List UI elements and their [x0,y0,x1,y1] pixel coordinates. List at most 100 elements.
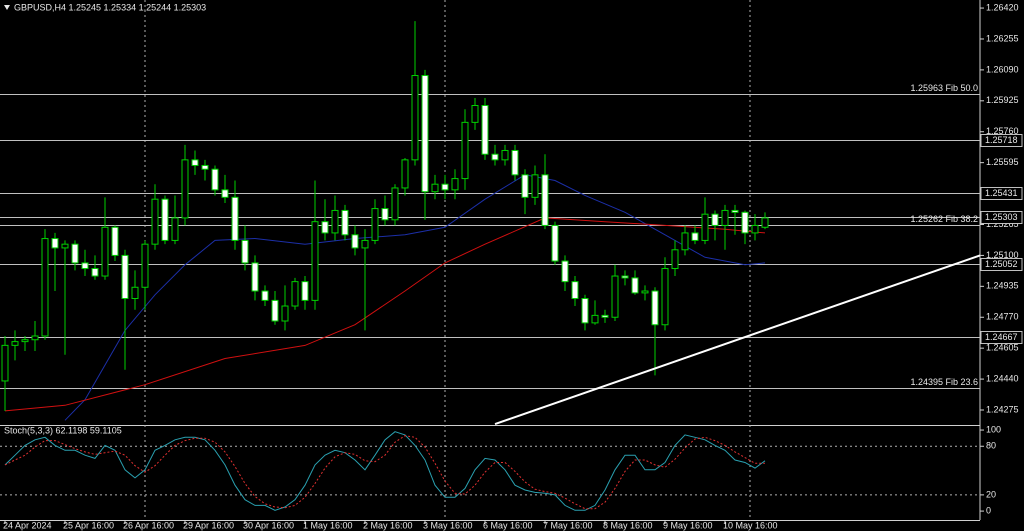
candle-body [141,243,149,288]
candle-body [671,249,679,270]
moving-average [64,174,766,421]
x-tick-label: 10 May 16:00 [723,520,778,530]
candle-body [561,260,569,283]
candle-body [341,209,349,236]
candle-body [641,290,649,294]
candle-body [491,153,499,161]
candle-body [271,299,279,322]
level-price-box [980,134,1023,147]
x-tick-label: 1 May 16:00 [303,520,353,530]
candle-body [151,198,159,245]
candle-body [41,238,49,337]
moving-average [4,217,766,412]
x-tick-label: 30 Apr 16:00 [243,520,294,530]
y-tick-label: 1.24275 [986,404,1019,414]
x-tick-label: 6 May 16:00 [483,520,533,530]
x-tick-label: 9 May 16:00 [663,520,713,530]
candle-body [261,290,269,301]
candle-body [111,226,119,256]
candle-body [511,149,519,176]
candle-body [31,335,39,341]
candle-body [291,281,299,307]
candle-body [181,159,189,219]
candle-body [551,224,559,262]
candle-body [691,232,699,241]
candle-body [201,164,209,170]
candle-body [401,159,409,189]
candle-body [541,174,549,226]
level-price-label: 1.25431 [985,188,1018,198]
candle-body [61,243,69,249]
candle-body [71,243,79,264]
level-price-box [980,331,1023,344]
candle-body [371,208,379,241]
candle-body [231,196,239,241]
candle-body [631,277,639,294]
candle-body [161,198,169,241]
level-label: 1.25963 Fib 50.0 [910,83,978,93]
menu-triangle[interactable] [4,5,10,10]
y-tick-label: 1.26090 [986,64,1019,74]
candle-body [681,232,689,251]
candle-body [531,174,539,198]
candle-body [381,208,389,221]
y-tick-label: 1.24605 [986,343,1019,353]
level-price-label: 1.25052 [985,259,1018,269]
candle-body [351,234,359,249]
x-tick-label: 3 May 16:00 [423,520,473,530]
x-tick-label: 29 Apr 16:00 [183,520,234,530]
candle-body [391,187,399,221]
x-tick-label: 7 May 16:00 [543,520,593,530]
candle-body [411,75,419,161]
candle-body [471,105,479,123]
candle-body [251,262,259,292]
candle-body [731,209,739,213]
candle-body [611,275,619,318]
stoch-y-tick-label: 20 [986,489,996,499]
x-tick-label: 25 Apr 16:00 [63,520,114,530]
candle-body [581,298,589,324]
level-price-box [980,211,1023,224]
candle-body [481,105,489,155]
candle-body [591,314,599,324]
candle-body [21,339,29,343]
candle-body [361,239,369,249]
y-tick-label: 1.24440 [986,373,1019,383]
candle-body [521,174,529,198]
candle-body [761,217,769,228]
candle-body [451,178,459,191]
candle-body [711,213,719,226]
x-tick-label: 24 Apr 2024 [3,520,52,530]
candle-body [431,183,439,193]
x-tick-label: 2 May 16:00 [363,520,413,530]
candle-body [171,217,179,241]
candle-body [501,149,509,161]
candle-body [51,238,59,249]
x-tick-label: 8 May 16:00 [603,520,653,530]
candle-body [211,168,219,191]
y-tick-label: 1.26420 [986,2,1019,12]
candle-body [741,211,749,234]
y-tick-label: 1.25925 [986,95,1019,105]
stoch-line [4,431,766,511]
candle-body [661,268,669,326]
candle-body [721,209,729,226]
candle-body [1,344,9,382]
level-price-box [980,187,1023,200]
y-tick-label: 1.25595 [986,157,1019,167]
candle-body [221,189,229,198]
chart-title: GBPUSD,H4 1.25245 1.25334 1.25244 1.2530… [14,2,206,12]
y-tick-label: 1.25760 [986,126,1019,136]
level-label: 1.25262 Fib 38.2 [910,214,978,224]
candle-body [321,221,329,234]
candle-body [331,209,339,234]
level-price-label: 1.24667 [985,332,1018,342]
candle-body [81,262,89,270]
candle-body [571,281,579,300]
level-price-label: 1.25303 [985,212,1018,222]
candle-body [121,254,129,300]
candle-body [301,281,309,301]
candle-body [751,224,759,234]
candle-body [241,239,249,264]
